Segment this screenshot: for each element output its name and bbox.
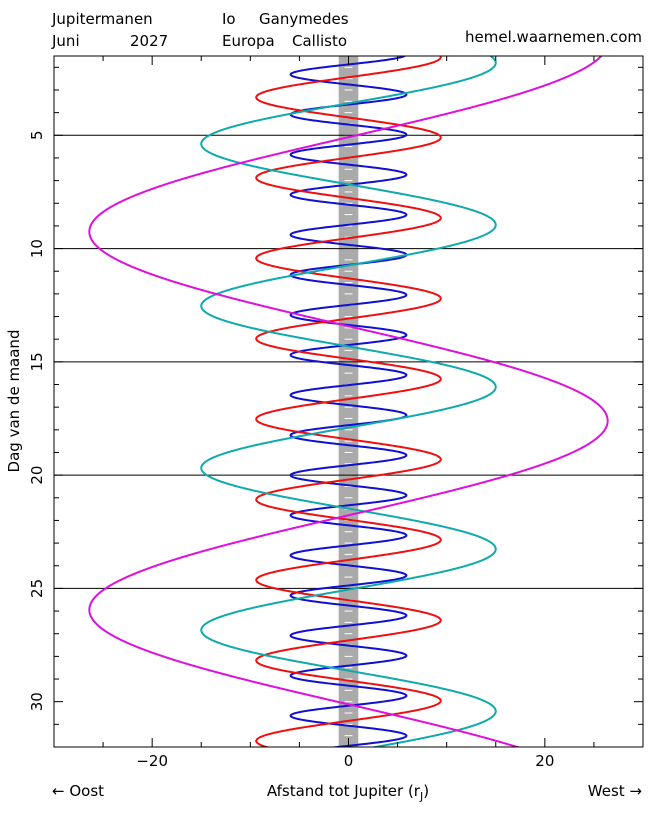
- x-tick-label: −20: [136, 752, 168, 770]
- x-axis-title: Afstand tot Jupiter (rJ): [267, 782, 429, 803]
- y-tick-label: 5: [28, 131, 46, 141]
- legend-io: Io: [222, 10, 236, 28]
- series-io-curve: [289, 56, 408, 747]
- plot-area: [54, 56, 643, 747]
- plot-clip-group: [54, 56, 643, 747]
- series-europa-curve: [255, 56, 442, 747]
- x-axis-east-note: ← Oost: [52, 782, 104, 800]
- jupiter-band: [338, 56, 359, 747]
- chart-year: 2027: [130, 32, 168, 50]
- y-tick-label: 30: [28, 692, 46, 711]
- y-tick-label: 15: [28, 352, 46, 371]
- y-tick-label: 25: [28, 579, 46, 598]
- x-tick-label: 0: [344, 752, 354, 770]
- legend-europa: Europa: [222, 32, 275, 50]
- legend-ganymedes: Ganymedes: [259, 10, 349, 28]
- series-callisto-curve: [88, 56, 609, 747]
- legend-callisto: Callisto: [292, 32, 347, 50]
- y-tick-label: 10: [28, 239, 46, 258]
- chart-month: Juni: [51, 32, 80, 50]
- x-tick-label: 20: [535, 752, 554, 770]
- y-tick-label: 20: [28, 466, 46, 485]
- x-axis-west-note: West →: [588, 782, 642, 800]
- chart-title: Jupitermanen: [51, 10, 153, 28]
- website-label: hemel.waarnemen.com: [465, 28, 642, 46]
- axes: −20 0 20 5 10 15 20 25 30: [28, 56, 644, 770]
- y-axis-title: Dag van de maand: [5, 330, 23, 473]
- series-ganymedes-curve: [200, 56, 497, 747]
